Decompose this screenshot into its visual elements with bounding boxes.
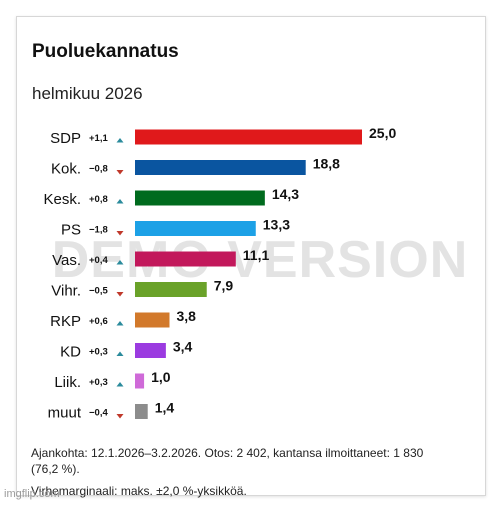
party-label-kok: Kok. <box>51 161 81 178</box>
bar-vas <box>135 251 236 267</box>
party-label-vihr: Vihr. <box>51 283 81 300</box>
change-label-sdp: +1,1 <box>89 133 108 144</box>
bar-rkp <box>135 312 170 328</box>
arrow-down-icon-kok <box>116 170 124 175</box>
bar-liik <box>135 373 145 389</box>
party-label-rkp: RKP <box>50 313 81 330</box>
site-watermark: imgflip.com <box>4 488 60 500</box>
change-label-liik: +0,3 <box>89 377 108 388</box>
change-label-ps: −1,8 <box>89 225 108 236</box>
arrow-up-icon-rkp <box>116 321 124 326</box>
change-label-vas: +0,4 <box>89 255 108 266</box>
arrow-up-icon-kesk <box>116 199 124 204</box>
party-label-vas: Vas. <box>52 252 81 269</box>
change-label-muut: −0,4 <box>89 408 108 419</box>
arrow-up-icon-vas <box>116 260 124 265</box>
chart-title: Puoluekannatus <box>32 41 179 62</box>
bar-kesk <box>135 190 265 206</box>
change-label-vihr: −0,5 <box>89 286 108 297</box>
change-label-kok: −0,8 <box>89 164 108 175</box>
party-label-liik: Liik. <box>54 374 81 391</box>
bar-ps <box>135 221 256 236</box>
bar-sdp <box>135 129 362 145</box>
value-label-rkp: 3,8 <box>177 308 197 324</box>
bar-vihr <box>135 282 207 297</box>
arrow-down-icon-ps <box>116 231 124 236</box>
arrow-up-icon-kd <box>116 351 124 356</box>
arrow-up-icon-sdp <box>116 138 124 143</box>
footnote-sample: Ajankohta: 12.1.2026–3.2.2026. Otos: 2 4… <box>31 446 424 476</box>
value-label-ps: 13,3 <box>263 217 290 233</box>
bar-chart: SDP +1,1 25,0 Kok. −0,8 18,8 Kesk. +0,8 14,3 PS −1… <box>43 125 396 422</box>
change-label-kd: +0,3 <box>89 347 108 358</box>
arrow-down-icon-vihr <box>116 292 124 297</box>
arrow-down-icon-muut <box>116 414 124 419</box>
change-label-rkp: +0,6 <box>89 316 108 327</box>
value-label-kd: 3,4 <box>173 339 193 355</box>
value-label-sdp: 25,0 <box>369 125 396 141</box>
footnote-margin: Virhemarginaali: maks. ±2,0 %-yksikköä. <box>31 484 247 498</box>
party-label-muut: muut <box>48 405 82 422</box>
bar-muut <box>135 404 148 419</box>
party-label-ps: PS <box>61 222 81 239</box>
party-label-kesk: Kesk. <box>43 191 81 208</box>
value-label-muut: 1,4 <box>155 400 175 416</box>
value-label-vas: 11,1 <box>243 247 270 263</box>
party-label-kd: KD <box>60 344 81 361</box>
bar-kd <box>135 343 166 358</box>
chart-card: Puoluekannatus helmikuu 2026 DEMO VERSIO… <box>16 16 486 498</box>
chart-subtitle: helmikuu 2026 <box>32 84 143 103</box>
arrow-up-icon-liik <box>116 382 124 387</box>
bar-kok <box>135 160 306 175</box>
value-label-kesk: 14,3 <box>272 186 299 202</box>
change-label-kesk: +0,8 <box>89 194 108 205</box>
value-label-vihr: 7,9 <box>214 278 234 294</box>
party-label-sdp: SDP <box>50 130 81 147</box>
value-label-kok: 18,8 <box>313 156 340 172</box>
value-label-liik: 1,0 <box>151 369 171 385</box>
